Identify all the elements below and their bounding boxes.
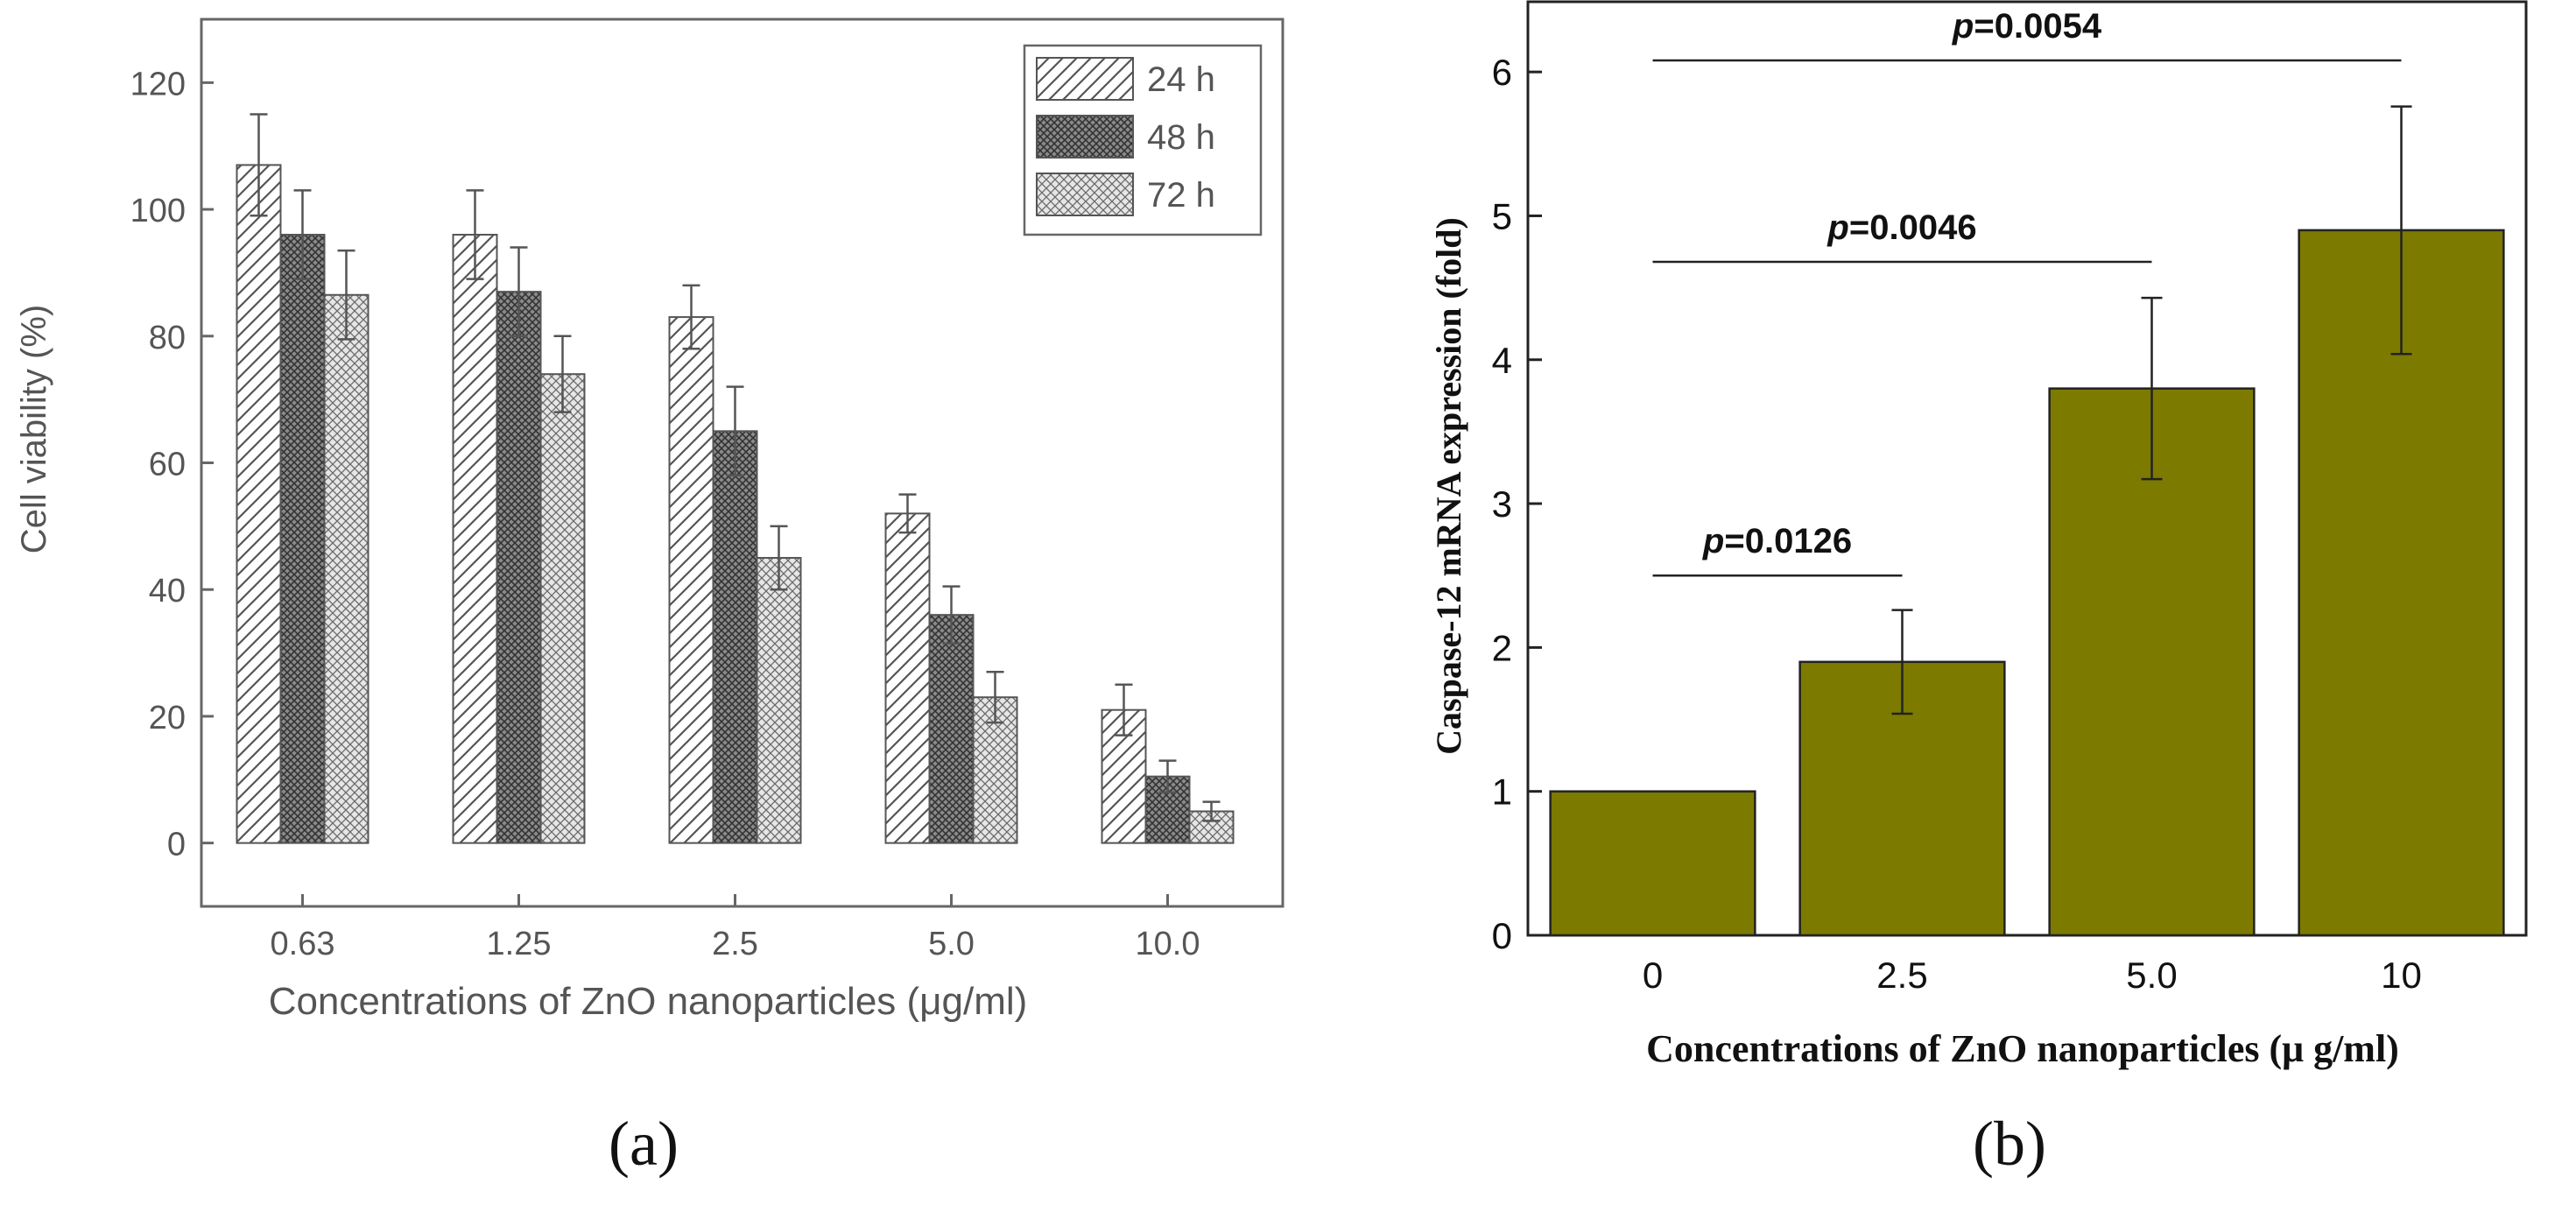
x-tick-label: 5.0 xyxy=(928,926,975,962)
y-tick-label: 0 xyxy=(167,827,186,863)
y-tick-label: 3 xyxy=(1492,483,1512,525)
y-tick-label: 1 xyxy=(1492,772,1512,813)
legend-label: 48 h xyxy=(1147,118,1215,157)
legend-swatch xyxy=(1036,173,1134,216)
panel-a-label: (a) xyxy=(609,1109,679,1179)
bar xyxy=(756,557,802,844)
bar xyxy=(668,316,714,844)
panel-b-x-axis-label: Concentrations of ZnO nanoparticles (μ g… xyxy=(1646,1027,2399,1070)
x-tick-label: 10.0 xyxy=(1136,926,1200,962)
x-tick-label: 10 xyxy=(2381,955,2422,996)
y-tick-label: 5 xyxy=(1492,195,1512,236)
y-tick-label: 0 xyxy=(1492,915,1512,956)
panel-a-x-axis-label: Concentrations of ZnO nanoparticles (μg/… xyxy=(269,980,1028,1023)
panel-b-error-bars xyxy=(1891,105,2412,715)
p-symbol: p xyxy=(1702,522,1724,560)
bar xyxy=(539,373,586,844)
y-tick-label: 6 xyxy=(1492,52,1512,93)
x-tick-label: 5.0 xyxy=(2126,955,2177,996)
bar xyxy=(323,293,370,844)
x-tick-label: 2.5 xyxy=(1876,955,1927,996)
bar xyxy=(928,614,975,844)
panel-a-axes xyxy=(200,18,1284,908)
panel-a-error-bars xyxy=(250,113,1221,822)
y-tick-label: 40 xyxy=(149,573,186,610)
x-tick-label: 2.5 xyxy=(712,926,758,962)
significance-label: p=0.0126 xyxy=(1702,522,1852,560)
panel-a-y-axis-label: Cell viability (%) xyxy=(15,305,53,554)
bar xyxy=(712,430,758,844)
panel-b-x-tick-labels: 0 2.5 5.0 10 xyxy=(1643,955,2422,996)
panel-b-bars xyxy=(1549,229,2505,937)
panel-a-y-tick-labels: 0 20 40 60 80 100 120 xyxy=(130,66,186,863)
legend-swatch xyxy=(1036,115,1134,159)
y-tick-label: 80 xyxy=(149,320,186,356)
bar xyxy=(884,512,931,844)
y-tick-label: 60 xyxy=(149,447,186,483)
y-tick-label: 4 xyxy=(1492,340,1512,381)
bar xyxy=(1549,790,1756,937)
p-value: =0.0054 xyxy=(1974,7,2101,46)
bar xyxy=(496,291,542,844)
p-value: =0.0126 xyxy=(1724,522,1852,560)
y-tick-label: 20 xyxy=(149,700,186,736)
panel-b-label: (b) xyxy=(1973,1109,2046,1179)
legend-label: 24 h xyxy=(1147,60,1215,99)
bar xyxy=(452,234,498,844)
x-tick-label: 0.63 xyxy=(271,926,335,962)
panel-b-y-axis-label: Caspase-12 mRNA expression (fold) xyxy=(1429,217,1468,755)
y-tick-label: 2 xyxy=(1492,627,1512,668)
x-tick-label: 0 xyxy=(1643,955,1663,996)
p-symbol: p xyxy=(1952,7,1974,46)
significance-label: p=0.0054 xyxy=(1952,7,2102,46)
y-tick-label: 100 xyxy=(130,193,186,229)
panel-a-bars xyxy=(236,164,1235,844)
p-value: =0.0046 xyxy=(1849,208,1977,247)
panel-a: 0 20 40 60 80 100 120 0.63 1.25 2.5 5.0 10.0 Cell … xyxy=(15,18,1284,1179)
panel-a-legend: 24 h 48 h 72 h xyxy=(1023,44,1263,236)
y-tick-label: 120 xyxy=(130,66,186,102)
panel-a-x-tick-labels: 0.63 1.25 2.5 5.0 10.0 xyxy=(271,926,1200,962)
legend-label: 72 h xyxy=(1147,176,1215,215)
legend-swatch xyxy=(1036,57,1134,101)
panel-b-plot-frame xyxy=(1526,0,2528,937)
significance-label: p=0.0046 xyxy=(1826,208,1976,247)
p-symbol: p xyxy=(1826,208,1848,247)
bar xyxy=(279,234,326,844)
panel-b-y-tick-labels: 0 1 2 3 4 5 6 xyxy=(1492,52,1512,956)
x-tick-label: 1.25 xyxy=(487,926,552,962)
bar xyxy=(236,164,282,844)
